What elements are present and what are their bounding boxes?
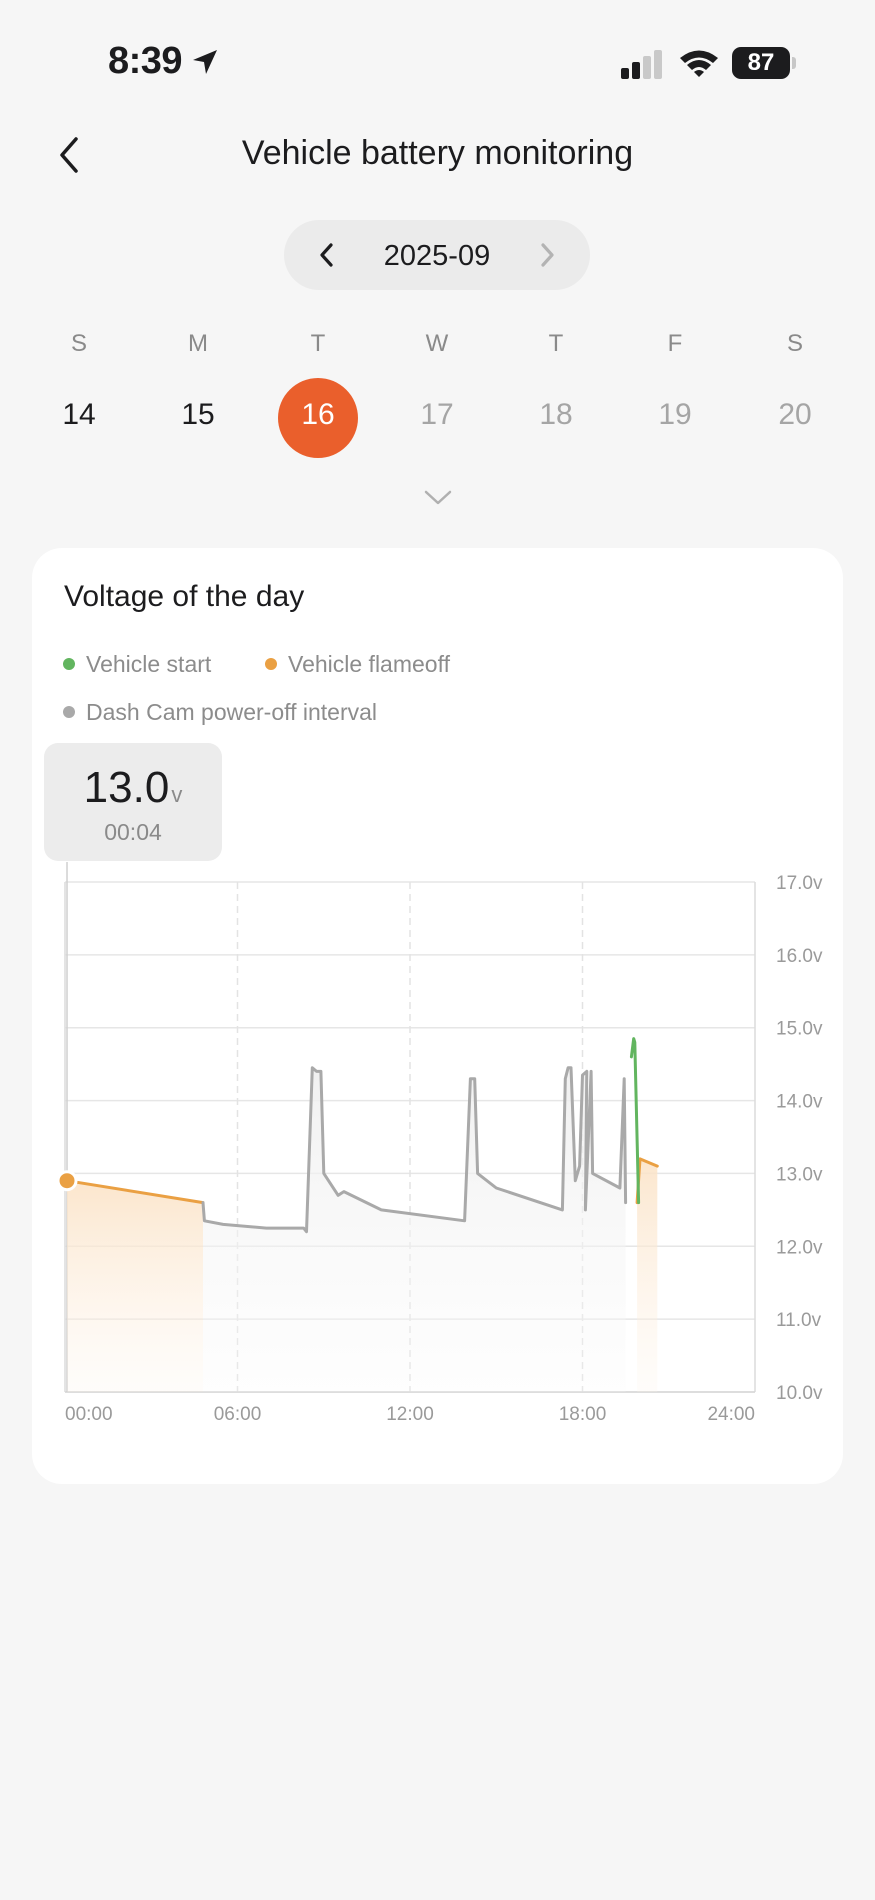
series-line bbox=[629, 1037, 641, 1205]
expand-calendar-chevron-icon[interactable] bbox=[422, 487, 454, 509]
day-15[interactable]: 15 bbox=[181, 398, 215, 431]
weekday-label: S bbox=[70, 330, 87, 357]
status-bar: 8:39 87 bbox=[0, 0, 875, 110]
legend-dash-cam-power-off: Dash Cam power-off interval bbox=[86, 699, 378, 725]
next-month-icon[interactable] bbox=[532, 240, 562, 270]
tooltip-value-row: 13.0v bbox=[44, 763, 222, 813]
card-title: Voltage of the day bbox=[64, 580, 305, 613]
legend-vehicle-start: Vehicle start bbox=[86, 651, 212, 677]
voltage-tooltip: 13.0v 00:04 bbox=[44, 743, 222, 861]
y-tick-label: 14.0v bbox=[776, 1092, 823, 1113]
battery-icon bbox=[732, 47, 790, 79]
series-line bbox=[65, 1179, 205, 1205]
battery-cap bbox=[792, 57, 796, 69]
weekday-label: S bbox=[786, 330, 803, 357]
series-area-fill bbox=[203, 1067, 626, 1392]
weekday-label: M bbox=[188, 330, 208, 357]
battery-indicator: 87 bbox=[732, 47, 796, 79]
page-title: Vehicle battery monitoring bbox=[241, 134, 634, 172]
location-arrow-icon bbox=[193, 50, 217, 74]
day-18: 18 bbox=[539, 398, 573, 431]
x-tick-label: 18:00 bbox=[559, 1404, 607, 1425]
x-tick-label: 00:00 bbox=[65, 1404, 113, 1425]
legend-dot-poweroff bbox=[63, 706, 75, 718]
day-16-selected[interactable]: 16 bbox=[301, 398, 335, 431]
weekday-label: T bbox=[548, 330, 564, 357]
y-tick-label: 17.0v bbox=[776, 873, 823, 894]
back-chevron-icon[interactable] bbox=[50, 135, 90, 175]
day-20: 20 bbox=[778, 398, 812, 431]
y-tick-label: 13.0v bbox=[776, 1164, 823, 1185]
weekday-label: F bbox=[667, 330, 683, 357]
day-17: 17 bbox=[420, 398, 454, 431]
y-tick-label: 11.0v bbox=[776, 1310, 822, 1331]
y-tick-label: 12.0v bbox=[776, 1237, 823, 1258]
tooltip-time: 00:04 bbox=[104, 819, 162, 845]
y-tick-label: 10.0v bbox=[776, 1383, 823, 1404]
series-line bbox=[201, 1066, 628, 1234]
previous-month-icon[interactable] bbox=[312, 240, 342, 270]
series-area-fill bbox=[67, 1180, 203, 1392]
selected-day-highlight bbox=[278, 378, 358, 458]
month-label: 2025-09 bbox=[383, 240, 491, 272]
month-selector: 2025-09 bbox=[284, 220, 590, 290]
x-tick-label: 06:00 bbox=[214, 1404, 262, 1425]
weekday-label: T bbox=[310, 330, 326, 357]
x-tick-label: 12:00 bbox=[386, 1404, 434, 1425]
legend-vehicle-flameoff: Vehicle flameoff bbox=[288, 651, 450, 677]
x-tick-label: 24:00 bbox=[707, 1404, 755, 1425]
day-14[interactable]: 14 bbox=[62, 398, 96, 431]
tooltip-unit: v bbox=[171, 782, 183, 807]
legend-dot-start bbox=[63, 658, 75, 670]
battery-level: 87 bbox=[747, 49, 775, 76]
legend-dot-flameoff bbox=[265, 658, 277, 670]
y-tick-label: 16.0v bbox=[776, 946, 823, 967]
selected-point-marker bbox=[56, 1170, 78, 1192]
weekday-label: W bbox=[425, 330, 449, 357]
day-19: 19 bbox=[658, 398, 692, 431]
y-tick-label: 15.0v bbox=[776, 1019, 823, 1040]
status-time: 8:39 bbox=[108, 40, 183, 82]
series-area-fill bbox=[637, 1158, 658, 1392]
wifi-icon bbox=[680, 50, 718, 77]
cellular-signal-icon bbox=[621, 50, 662, 79]
tooltip-voltage: 13.0 bbox=[83, 763, 170, 812]
